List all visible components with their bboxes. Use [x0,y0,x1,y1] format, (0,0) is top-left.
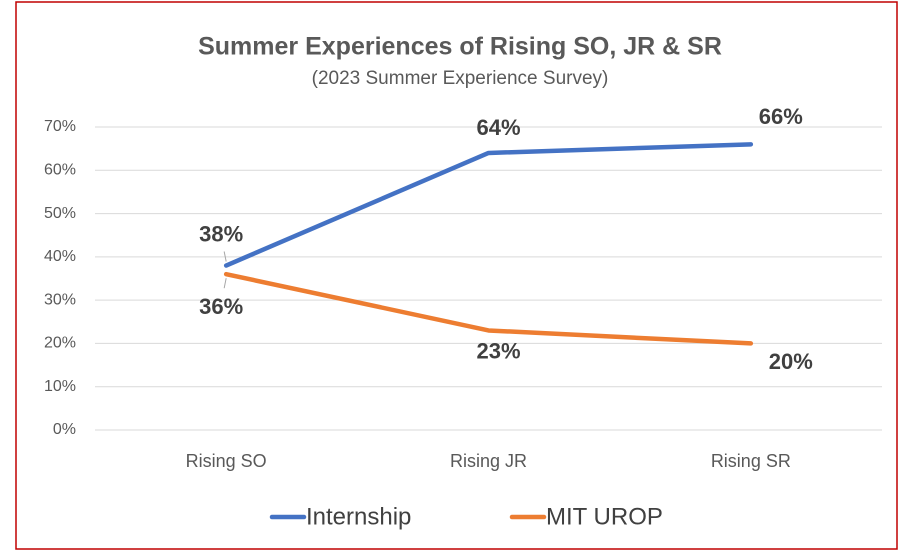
data-label: 38% [199,221,243,246]
legend-label: Internship [306,503,411,530]
chart-subtitle: (2023 Summer Experience Survey) [312,68,609,89]
chart-title: Summer Experiences of Rising SO, JR & SR [198,33,722,61]
y-tick-label: 10% [44,378,76,395]
legend-label: MIT UROP [546,503,663,530]
chart-frame [15,1,898,550]
y-tick-label: 20% [44,335,76,352]
data-label: 64% [476,115,520,140]
data-label: 20% [769,349,813,374]
series-line [223,142,754,268]
y-tick-label: 70% [44,118,76,135]
x-tick-label: Rising SO [186,451,267,471]
y-tick-label: 30% [44,291,76,308]
y-tick-label: 0% [53,421,76,438]
data-label: 36% [199,294,243,319]
y-tick-label: 50% [44,205,76,222]
series-line [223,271,754,346]
leader-line [223,278,227,289]
x-tick-label: Rising JR [450,451,527,471]
y-tick-label: 60% [44,162,76,179]
x-tick-label: Rising SR [711,451,791,471]
data-label: 23% [476,338,520,363]
leader-line [223,251,227,262]
data-label: 66% [759,104,803,129]
y-tick-label: 40% [44,248,76,265]
